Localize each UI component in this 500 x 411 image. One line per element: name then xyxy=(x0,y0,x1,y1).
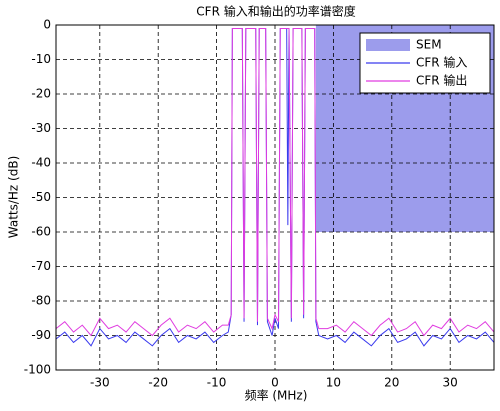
x-tick-label: -30 xyxy=(90,376,110,390)
y-tick-label: -70 xyxy=(31,259,51,273)
legend-label: CFR 输出 xyxy=(416,73,467,88)
x-tick-label: 20 xyxy=(384,376,399,390)
y-tick-label: -80 xyxy=(31,294,51,308)
y-tick-label: 0 xyxy=(43,18,51,32)
x-tick-label: -10 xyxy=(207,376,227,390)
chart-title: CFR 输入和输出的功率谱密度 xyxy=(196,4,355,19)
psd-line xyxy=(56,27,494,337)
y-tick-label: -30 xyxy=(31,121,51,135)
legend-label: CFR 输入 xyxy=(416,55,467,70)
x-tick-label: 30 xyxy=(443,376,458,390)
y-axis-label: Watts/Hz (dB) xyxy=(7,156,21,239)
legend-label: SEM xyxy=(416,38,442,52)
y-tick-label: -100 xyxy=(24,363,51,377)
y-tick-label: -40 xyxy=(31,156,51,170)
y-tick-label: -20 xyxy=(31,87,51,101)
y-tick-label: -60 xyxy=(31,225,51,239)
y-tick-label: -90 xyxy=(31,328,51,342)
x-tick-label: 10 xyxy=(326,376,341,390)
x-tick-label: 0 xyxy=(271,376,279,390)
legend-swatch xyxy=(366,39,410,51)
y-tick-label: -50 xyxy=(31,190,51,204)
y-tick-label: -10 xyxy=(31,52,51,66)
plot-frame xyxy=(55,24,495,371)
x-axis-label: 频率 (MHz) xyxy=(245,388,308,403)
psd-line xyxy=(56,27,494,347)
x-tick-label: -20 xyxy=(148,376,168,390)
